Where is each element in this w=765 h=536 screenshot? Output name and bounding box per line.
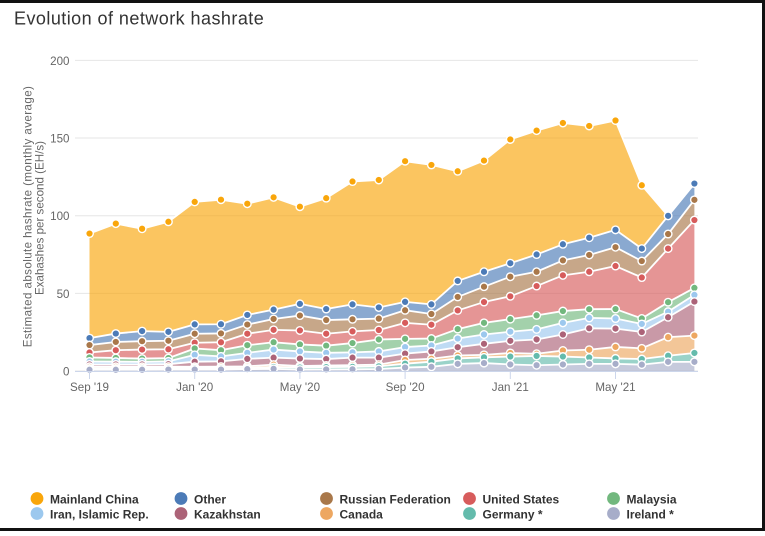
svg-text:Sep '20: Sep '20 xyxy=(386,381,425,394)
svg-text:Sep '19: Sep '19 xyxy=(70,381,109,394)
svg-text:Jan '20: Jan '20 xyxy=(176,381,213,394)
svg-text:Other: Other xyxy=(194,492,226,506)
svg-text:Iran, Islamic Rep.: Iran, Islamic Rep. xyxy=(50,507,149,521)
svg-text:100: 100 xyxy=(50,210,69,223)
svg-text:Kazakhstan: Kazakhstan xyxy=(194,507,261,521)
svg-text:Ireland *: Ireland * xyxy=(627,507,675,521)
svg-text:150: 150 xyxy=(50,133,69,146)
svg-text:Estimated absolute hashrate (m: Estimated absolute hashrate (monthly ave… xyxy=(22,86,35,348)
svg-text:May '21: May '21 xyxy=(595,381,635,394)
svg-text:0: 0 xyxy=(63,365,69,378)
svg-text:Germany *: Germany * xyxy=(483,507,543,521)
svg-text:200: 200 xyxy=(50,55,69,68)
svg-text:United States: United States xyxy=(483,492,560,506)
svg-text:Jan '21: Jan '21 xyxy=(492,381,529,394)
svg-text:50: 50 xyxy=(57,288,70,301)
svg-text:Russian Federation: Russian Federation xyxy=(340,492,451,506)
svg-text:Evolution of network hashrate: Evolution of network hashrate xyxy=(14,9,264,29)
svg-text:Mainland China: Mainland China xyxy=(50,492,139,506)
svg-text:Canada: Canada xyxy=(340,507,384,521)
svg-text:Exahashes per second (EH/s): Exahashes per second (EH/s) xyxy=(34,141,47,295)
svg-text:May '20: May '20 xyxy=(280,381,320,394)
svg-text:Malaysia: Malaysia xyxy=(627,492,677,506)
